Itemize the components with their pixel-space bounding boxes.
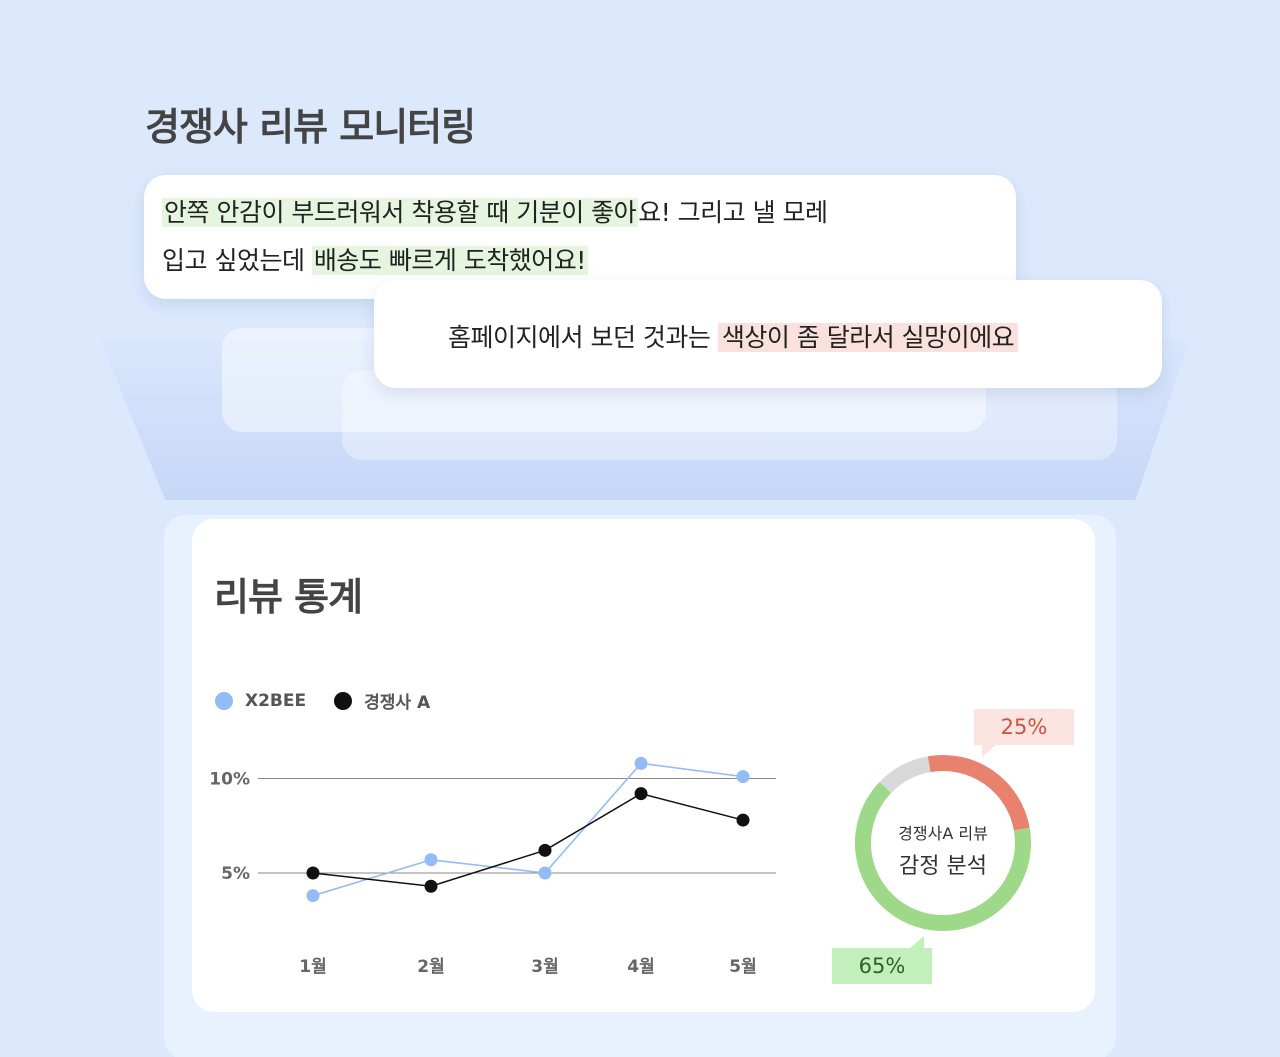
review-card-positive: 안쪽 안감이 부드러워서 착용할 때 기분이 좋아요! 그리고 낼 모레 입고 … (144, 175, 1016, 299)
data-point-x2bee (634, 756, 648, 770)
x-tick-label: 3월 (531, 957, 558, 977)
review-card-negative: 홈페이지에서 보던 것과는 색상이 좀 달라서 실망이에요 (374, 280, 1162, 388)
data-point-competitor (736, 813, 750, 827)
negative-percent-badge: 25% (974, 709, 1074, 757)
sentiment-donut (855, 755, 1031, 931)
donut-slice-neutral (879, 756, 931, 794)
legend-item-x2bee: X2BEE (215, 691, 306, 711)
legend-label: X2BEE (245, 690, 307, 711)
review-line: 안쪽 안감이 부드러워서 착용할 때 기분이 좋아요! 그리고 낼 모레 (162, 193, 998, 241)
legend-item-competitor: 경쟁사 A (334, 688, 430, 713)
x-tick-label: 2월 (417, 957, 444, 977)
x-tick-label: 4월 (627, 957, 654, 977)
data-point-x2bee (424, 853, 438, 867)
negative-highlight: 색상이 좀 달라서 실망이에요 (717, 323, 1019, 352)
series-line-competitor (312, 792, 744, 887)
legend-swatch-competitor (334, 691, 353, 710)
review-text: 요! 그리고 낼 모레 (638, 198, 828, 227)
data-point-x2bee (736, 770, 750, 784)
donut-slice-positive (855, 781, 1031, 931)
line-chart: 10% 5% 1월 2월 3월 4월 5월 (209, 756, 776, 977)
positive-highlight: 안쪽 안감이 부드러워서 착용할 때 기분이 좋아 (162, 198, 639, 227)
positive-highlight: 배송도 빠르게 도착했어요! (311, 246, 588, 275)
legend-swatch-x2bee (215, 691, 233, 710)
series-line-x2bee (312, 762, 744, 897)
x-tick-label: 5월 (729, 957, 756, 977)
data-point-x2bee (538, 866, 552, 880)
data-point-x2bee (306, 889, 320, 903)
review-line: 홈페이지에서 보던 것과는 색상이 좀 달라서 실망이에요 (448, 318, 1162, 366)
donut-title: 감정 분석 (899, 854, 987, 879)
chart-legend: X2BEE 경쟁사 A (215, 688, 458, 713)
donut-slice-negative (927, 755, 1030, 831)
page-title: 경쟁사 리뷰 모니터링 (145, 105, 476, 149)
data-point-competitor (538, 843, 552, 857)
data-point-competitor (634, 787, 648, 801)
data-point-competitor (424, 879, 438, 893)
positive-percent-badge: 65% (832, 936, 932, 984)
data-point-competitor (306, 866, 320, 880)
review-line: 입고 싶었는데 배송도 빠르게 도착했어요! (162, 241, 998, 289)
y-tick-label: 5% (221, 864, 250, 884)
y-tick-label: 10% (209, 770, 250, 790)
review-text: 입고 싶었는데 (162, 246, 312, 275)
legend-label: 경쟁사 A (364, 693, 431, 713)
review-text: 홈페이지에서 보던 것과는 (448, 323, 718, 352)
stats-title: 리뷰 통계 (214, 575, 363, 619)
donut-caption: 경쟁사A 리뷰 (898, 824, 988, 843)
x-tick-label: 1월 (299, 957, 326, 977)
